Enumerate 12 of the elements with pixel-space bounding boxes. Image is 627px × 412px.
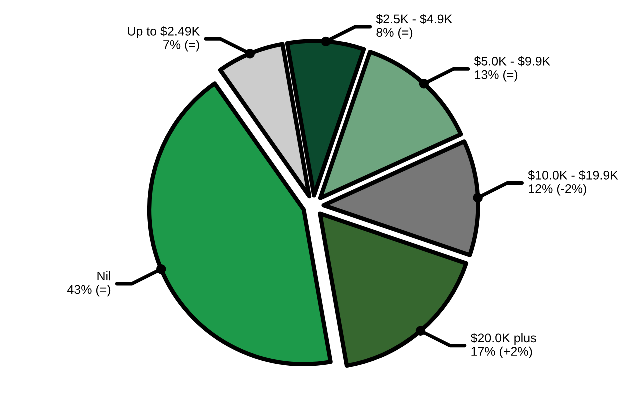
data-label: 7% (=) [164,40,200,52]
slice-label: $2.5K - $4.9K [376,14,452,24]
data-label: 8% (=) [376,28,413,40]
data-label: 43% (=) [68,284,111,297]
data-label: 17% (+2%) [472,346,532,358]
slice-label: $20.0K plus [470,333,536,346]
slice-label: Up to $2.49K [128,26,200,38]
slice-label: $5.0K - $9.9K [474,56,551,67]
data-label: 12% (-2%) [529,184,586,196]
slice-label: Nil [98,271,110,281]
data-label: 13% (=) [475,70,518,82]
slice-label: $10.0K - $19.9K [528,170,618,181]
